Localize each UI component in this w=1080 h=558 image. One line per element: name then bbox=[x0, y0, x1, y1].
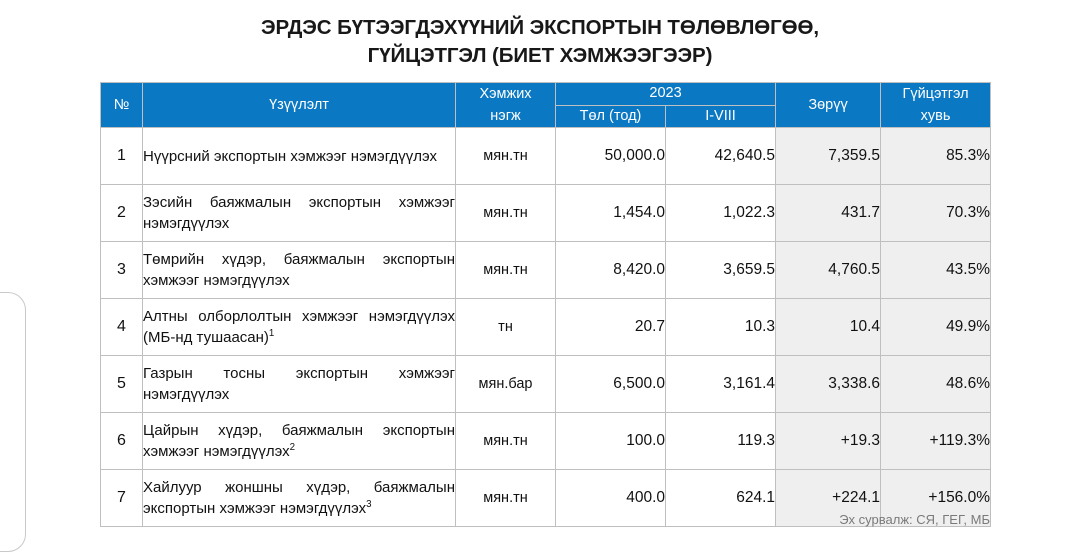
table-row: 6 Цайрын хүдэр, баяжмалын экспортын хэмжэ… bbox=[100, 412, 992, 470]
table-row: 3 Төмрийн хүдэр, баяжмалын экспортын хэмж… bbox=[100, 241, 992, 299]
indicator-footnote-marker: 1 bbox=[268, 328, 275, 339]
indicator-text: Зэсийн баяжмалын экспортын хэмжээг нэмэг… bbox=[143, 194, 455, 232]
indicator-text: Хайлуур жоншны хүдэр, баяжмалын экспорты… bbox=[143, 479, 455, 517]
table-row: 1 Нүүрсний экспортын хэмжээг нэмэгдүүлэх м… bbox=[100, 127, 992, 185]
cell-indicator: Зэсийн баяжмалын экспортын хэмжээг нэмэг… bbox=[142, 184, 456, 242]
indicator-text: Төмрийн хүдэр, баяжмалын экспортын хэмжэ… bbox=[143, 251, 455, 289]
table-row: 5 Газрын тосны экспортын хэмжээг нэмэгдүү… bbox=[100, 355, 992, 413]
cell-performance-percent: 49.9% bbox=[880, 298, 992, 356]
table-header-row-1: № Үзүүлэлт Хэмжих нэгж 2023 Зөрүү Гүйцэт… bbox=[100, 82, 992, 128]
column-header-performance-percent: Гүйцэтгэл хувь bbox=[880, 82, 992, 128]
cell-plan-value: 400.0 bbox=[555, 469, 666, 527]
cell-actual-value: 119.3 bbox=[664, 412, 777, 470]
page-title-line-2: ГҮЙЦЭТГЭЛ (БИЕТ ХЭМЖЭЭГЭЭР) bbox=[367, 44, 713, 67]
cell-difference-value: +224.1 bbox=[775, 469, 882, 527]
table-header-row-2: Төл (тод) I-VIII bbox=[101, 104, 991, 128]
cell-actual-value: 3,659.5 bbox=[664, 241, 777, 299]
column-header-unit: Хэмжих нэгж bbox=[455, 82, 556, 128]
indicator-footnote-marker: 2 bbox=[289, 442, 296, 453]
source-note: Эх сурвалж: СЯ, ГЕГ, МБ bbox=[839, 512, 990, 527]
cell-unit: мян.тн bbox=[455, 127, 556, 185]
cell-indicator: Төмрийн хүдэр, баяжмалын экспортын хэмжэ… bbox=[142, 241, 456, 299]
cell-indicator: Алтны олборлолтын хэмжээг нэмэгдүүлэх (М… bbox=[142, 298, 456, 356]
cell-plan-value: 50,000.0 bbox=[555, 127, 666, 185]
cell-plan-value: 20.7 bbox=[555, 298, 666, 356]
cell-performance-percent: +156.0% bbox=[880, 469, 992, 527]
cell-indicator: Цайрын хүдэр, баяжмалын экспортын хэмжээ… bbox=[142, 412, 456, 470]
export-plan-table-container: № Үзүүлэлт Хэмжих нэгж 2023 Зөрүү Гүйцэт… bbox=[100, 82, 992, 527]
cell-unit: мян.бар bbox=[455, 355, 556, 413]
cell-performance-percent: +119.3% bbox=[880, 412, 992, 470]
cell-actual-value: 624.1 bbox=[664, 469, 777, 527]
indicator-text: Нүүрсний экспортын хэмжээг нэмэгдүүлэх bbox=[143, 147, 437, 165]
cell-unit: тн bbox=[455, 298, 556, 356]
cell-plan-value: 8,420.0 bbox=[555, 241, 666, 299]
cell-row-number: 4 bbox=[100, 298, 143, 356]
indicator-text: Газрын тосны экспортын хэмжээг нэмэгдүүл… bbox=[143, 365, 455, 403]
column-header-difference: Зөрүү bbox=[775, 82, 882, 128]
cell-plan-value: 6,500.0 bbox=[555, 355, 666, 413]
column-header-pct-line-2: хувь bbox=[920, 108, 951, 124]
column-header-indicator: Үзүүлэлт bbox=[142, 82, 456, 128]
column-header-unit-line-1: Хэмжих bbox=[479, 86, 532, 102]
table-body: 1 Нүүрсний экспортын хэмжээг нэмэгдүүлэх м… bbox=[100, 127, 992, 527]
cell-row-number: 3 bbox=[100, 241, 143, 299]
cell-difference-value: +19.3 bbox=[775, 412, 882, 470]
cell-performance-percent: 43.5% bbox=[880, 241, 992, 299]
cell-difference-value: 10.4 bbox=[775, 298, 882, 356]
table-row: 2 Зэсийн баяжмалын экспортын хэмжээг нэмэ… bbox=[100, 184, 992, 242]
cell-performance-percent: 85.3% bbox=[880, 127, 992, 185]
column-header-actual: I-VIII bbox=[664, 104, 777, 128]
cell-row-number: 6 bbox=[100, 412, 143, 470]
indicator-text: Алтны олборлолтын хэмжээг нэмэгдүүлэх (М… bbox=[143, 308, 455, 346]
cell-plan-value: 1,454.0 bbox=[555, 184, 666, 242]
cell-difference-value: 431.7 bbox=[775, 184, 882, 242]
cell-unit: мян.тн bbox=[455, 241, 556, 299]
cell-actual-value: 42,640.5 bbox=[664, 127, 777, 185]
cell-actual-value: 10.3 bbox=[664, 298, 777, 356]
cell-indicator: Газрын тосны экспортын хэмжээг нэмэгдүүл… bbox=[142, 355, 456, 413]
cell-performance-percent: 70.3% bbox=[880, 184, 992, 242]
column-header-year: 2023 bbox=[554, 82, 777, 106]
cell-difference-value: 3,338.6 bbox=[775, 355, 882, 413]
cell-indicator: Хайлуур жоншны хүдэр, баяжмалын экспорты… bbox=[142, 469, 456, 527]
cell-row-number: 2 bbox=[100, 184, 143, 242]
cell-unit: мян.тн bbox=[455, 184, 556, 242]
table-row: 4 Алтны олборлолтын хэмжээг нэмэгдүүлэх (… bbox=[100, 298, 992, 356]
cell-plan-value: 100.0 bbox=[555, 412, 666, 470]
cell-row-number: 1 bbox=[100, 127, 143, 185]
cell-actual-value: 3,161.4 bbox=[664, 355, 777, 413]
column-header-plan: Төл (тод) bbox=[555, 104, 666, 128]
cell-unit: мян.тн bbox=[455, 469, 556, 527]
cell-indicator: Нүүрсний экспортын хэмжээг нэмэгдүүлэх bbox=[142, 127, 456, 185]
cell-row-number: 5 bbox=[100, 355, 143, 413]
export-plan-table: № Үзүүлэлт Хэмжих нэгж 2023 Зөрүү Гүйцэт… bbox=[100, 82, 992, 527]
column-header-pct-line-1: Гүйцэтгэл bbox=[902, 86, 969, 102]
cell-actual-value: 1,022.3 bbox=[664, 184, 777, 242]
cell-unit: мян.тн bbox=[455, 412, 556, 470]
cell-row-number: 7 bbox=[100, 469, 143, 527]
indicator-text: Цайрын хүдэр, баяжмалын экспортын хэмжээ… bbox=[143, 422, 455, 460]
cell-performance-percent: 48.6% bbox=[880, 355, 992, 413]
slide-edge-decoration bbox=[0, 292, 26, 552]
column-header-unit-line-2: нэгж bbox=[490, 108, 521, 124]
indicator-footnote-marker: 3 bbox=[366, 499, 372, 510]
column-header-number: № bbox=[100, 82, 143, 128]
table-row: 7 Хайлуур жоншны хүдэр, баяжмалын экспорт… bbox=[100, 469, 992, 527]
cell-difference-value: 4,760.5 bbox=[775, 241, 882, 299]
cell-difference-value: 7,359.5 bbox=[775, 127, 882, 185]
page-title-line-1: ЭРДЭС БҮТЭЭГДЭХҮҮНИЙ ЭКСПОРТЫН ТӨЛӨВЛӨГӨ… bbox=[261, 16, 819, 39]
page-title: ЭРДЭС БҮТЭЭГДЭХҮҮНИЙ ЭКСПОРТЫН ТӨЛӨВЛӨГӨ… bbox=[0, 14, 1080, 70]
table-header: № Үзүүлэлт Хэмжих нэгж 2023 Зөрүү Гүйцэт… bbox=[100, 82, 992, 128]
